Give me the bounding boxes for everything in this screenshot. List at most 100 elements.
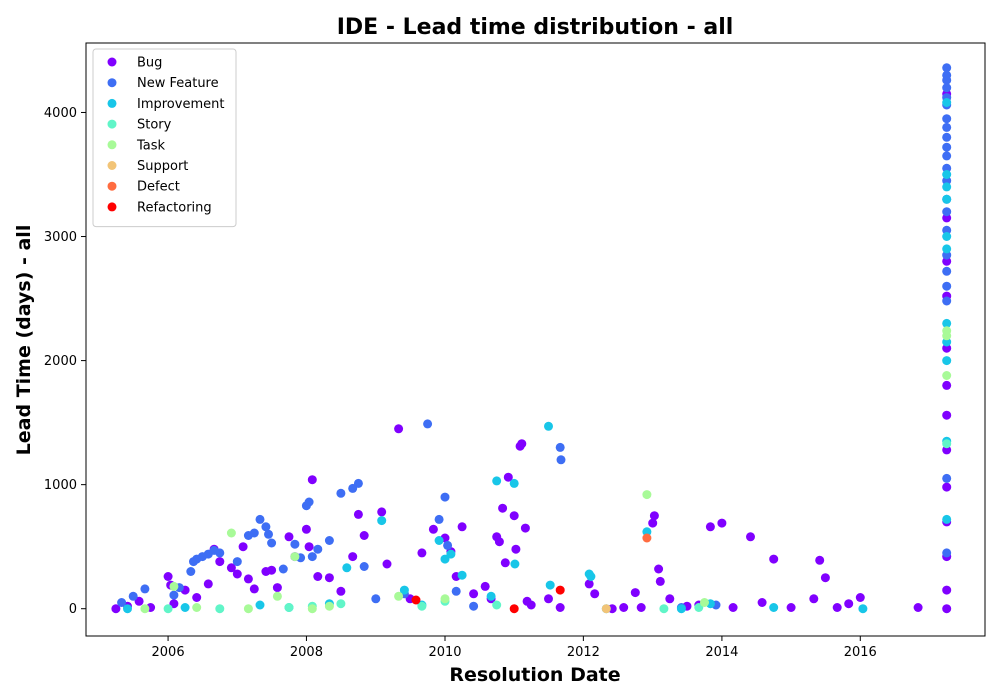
data-point [123,604,132,614]
data-point [942,63,952,73]
data-point [942,266,952,276]
data-point [526,600,536,610]
y-tick-label: 1000 [44,478,77,493]
data-point [942,514,952,524]
data-point [457,522,467,532]
x-axis-label: Resolution Date [449,664,620,686]
x-tick-label: 2014 [705,645,738,660]
data-point [655,576,665,586]
data-point [203,579,213,589]
data-point [654,564,664,574]
data-point [503,472,513,482]
data-point [359,562,369,571]
data-point [377,507,387,517]
legend-marker [107,98,117,108]
data-point [440,594,450,604]
data-point [353,478,363,488]
data-point [272,583,282,593]
data-point [642,490,652,500]
data-point [417,601,427,611]
series-improvement [123,98,952,614]
x-tick-label: 2016 [844,645,877,660]
data-point [942,326,952,336]
data-point [399,585,409,595]
data-point [700,598,709,607]
data-point [942,122,952,132]
data-point [942,380,952,390]
data-point [942,410,952,420]
data-point [128,591,138,601]
legend-marker [107,78,117,88]
data-point [942,281,952,291]
data-point [469,601,479,611]
y-tick-label: 4000 [44,106,77,121]
data-point [440,554,450,564]
data-point [290,552,300,562]
data-point [215,604,225,614]
data-point [942,356,952,366]
data-point [942,98,952,107]
points-layer [111,63,952,614]
data-point [555,603,565,612]
data-point [942,70,952,80]
chart-title: IDE - Lead time distribution - all [337,15,734,40]
data-point [232,569,242,579]
data-point [342,563,352,573]
data-point [307,604,317,614]
legend-marker [107,119,117,129]
data-point [371,594,381,604]
data-point [942,548,952,558]
data-point [494,537,504,547]
data-point [769,554,779,564]
data-point [769,603,779,612]
data-point [544,421,553,431]
data-point [215,548,225,558]
data-point [304,542,314,552]
data-point [555,442,565,452]
data-point [261,522,271,532]
data-point [584,579,594,589]
data-point [509,511,519,521]
data-point [786,603,796,612]
data-point [255,514,265,524]
data-point [601,604,611,614]
data-point [226,528,236,538]
legend-entry: Defect [137,180,180,195]
data-point [301,524,311,534]
data-point [757,598,767,607]
data-point [555,585,565,595]
data-point [642,527,652,537]
data-point [163,572,173,581]
legend-entry: Task [136,138,166,153]
legend-marker [107,202,117,212]
data-point [942,343,952,353]
data-point [545,580,555,590]
data-point [942,371,952,380]
data-point [169,581,179,591]
data-point [192,593,202,602]
data-point [313,544,323,554]
data-point [509,478,519,488]
data-point [243,604,253,614]
data-point [290,539,300,549]
data-point [140,584,150,594]
data-point [169,590,179,600]
data-point [180,603,190,612]
data-point [446,549,456,559]
data-point [134,596,144,606]
data-point [304,497,314,507]
data-point [942,225,952,235]
legend-entry: Story [137,118,172,133]
data-point [238,542,248,552]
data-point [428,524,438,534]
data-point [832,603,842,612]
data-point [284,532,294,542]
data-point [267,538,277,548]
data-point [394,424,404,434]
data-point [844,599,854,609]
data-point [457,570,467,580]
data-point [942,250,952,260]
data-point [820,573,830,583]
data-point [942,244,952,254]
